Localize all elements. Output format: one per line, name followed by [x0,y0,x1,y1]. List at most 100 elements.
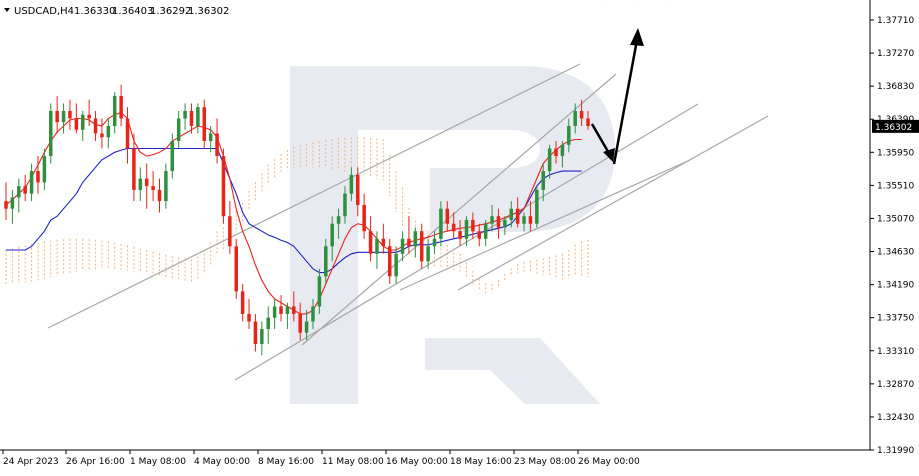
y-tick-label: 1.37270 [877,49,914,59]
candle-body [49,110,53,157]
candle-body [355,174,360,205]
candle-body [87,114,91,119]
candle-body [285,306,290,314]
candle-body [381,238,386,247]
close-value: 1.36302 [188,6,229,17]
symbol-label: USDCAD,H4 [14,6,74,17]
y-tick-label: 1.34630 [877,248,914,258]
candle-body [61,110,66,123]
candle-body [324,246,328,277]
trend-line[interactable] [301,73,617,346]
candle-body [362,204,366,232]
candle-body [272,306,277,318]
forecast-arrow-down [590,123,612,156]
forecast-arrow-up [612,39,639,165]
candle-body [23,186,27,194]
y-tick-label: 1.32870 [877,380,914,390]
candle-body [292,306,296,314]
candle-body [266,317,270,329]
candle-body [554,148,558,157]
x-tick-label: 8 May 16:00 [258,457,314,467]
candle-body [36,171,40,183]
candle-body [515,208,520,224]
candle-body [4,201,8,209]
candle-body [93,118,98,134]
candle-body [80,114,85,130]
candle-body [247,313,251,322]
trend-line[interactable] [457,115,769,291]
candle-body [419,231,424,262]
candle-body [535,189,539,224]
current-price-label: 1.36302 [875,123,912,133]
candle-body [298,313,302,333]
candle-body [349,174,354,194]
arrowhead-up-icon [630,28,644,46]
trend-line[interactable] [399,159,691,291]
candle-body [106,125,111,138]
y-tick-label: 1.33310 [877,347,914,357]
open-value: 1.36330 [74,6,115,17]
candle-body [567,125,571,145]
candle-body [432,238,437,247]
candle-body [202,107,207,142]
candle-body [586,118,590,126]
triangle-down-icon[interactable] [4,8,10,12]
candle-body [343,193,347,217]
chart-header: USDCAD,H4 1.36330 1.36403 1.36292 1.3630… [4,6,229,17]
ichimoku-cloud [5,137,589,294]
candle-body [483,223,488,239]
candle-body [100,133,104,138]
candle-body [119,95,123,119]
candle-body [304,321,309,333]
candle-body [490,216,494,224]
y-tick-label: 1.35070 [877,214,914,224]
candle-body [458,231,462,239]
candlesticks [4,84,590,356]
candle-body [55,110,59,123]
candle-body [17,186,21,198]
candle-body [477,231,482,239]
price-axis[interactable]: 1.377101.372701.368301.363901.359501.355… [870,16,914,456]
y-tick-label: 1.31990 [877,446,914,456]
candle-body [394,253,398,277]
candle-body [183,110,187,119]
y-tick-label: 1.36830 [877,82,914,92]
candle-body [464,219,469,239]
candle-body [407,238,411,247]
candle-body [132,148,136,190]
current-price-tag: 1.36302 [872,119,919,133]
candle-body [560,144,565,157]
candle-body [317,276,322,307]
candle-body [208,133,213,142]
candle-body [151,186,155,190]
candle-body [471,219,475,232]
trend-line[interactable] [47,63,581,329]
candle-body [112,95,117,126]
candle-body [522,216,526,224]
candle-body [375,238,379,254]
candle-body [215,133,219,157]
candle-body [144,178,149,187]
candle-body [451,223,456,232]
y-tick-label: 1.34190 [877,281,914,291]
candle-body [228,216,232,247]
candle-body [368,231,373,254]
candle-body [42,156,47,183]
y-tick-label: 1.33750 [877,314,914,324]
candle-body [10,197,15,209]
candle-body [496,216,501,228]
time-axis[interactable]: 24 Apr 2023 26 Apr 16:00 1 May 08:00 4 May … [2,450,640,467]
low-value: 1.36292 [150,6,191,17]
candle-body [157,189,162,202]
x-tick-label: 1 May 08:00 [130,457,186,467]
candle-body [29,171,34,194]
x-tick-label: 23 May 08:00 [514,457,576,467]
candle-body [579,110,584,119]
x-tick-label: 26 May 00:00 [578,457,640,467]
candle-body [400,238,405,254]
candle-body [387,246,392,277]
x-tick-label: 4 May 00:00 [194,457,250,467]
candle-body [528,216,533,224]
